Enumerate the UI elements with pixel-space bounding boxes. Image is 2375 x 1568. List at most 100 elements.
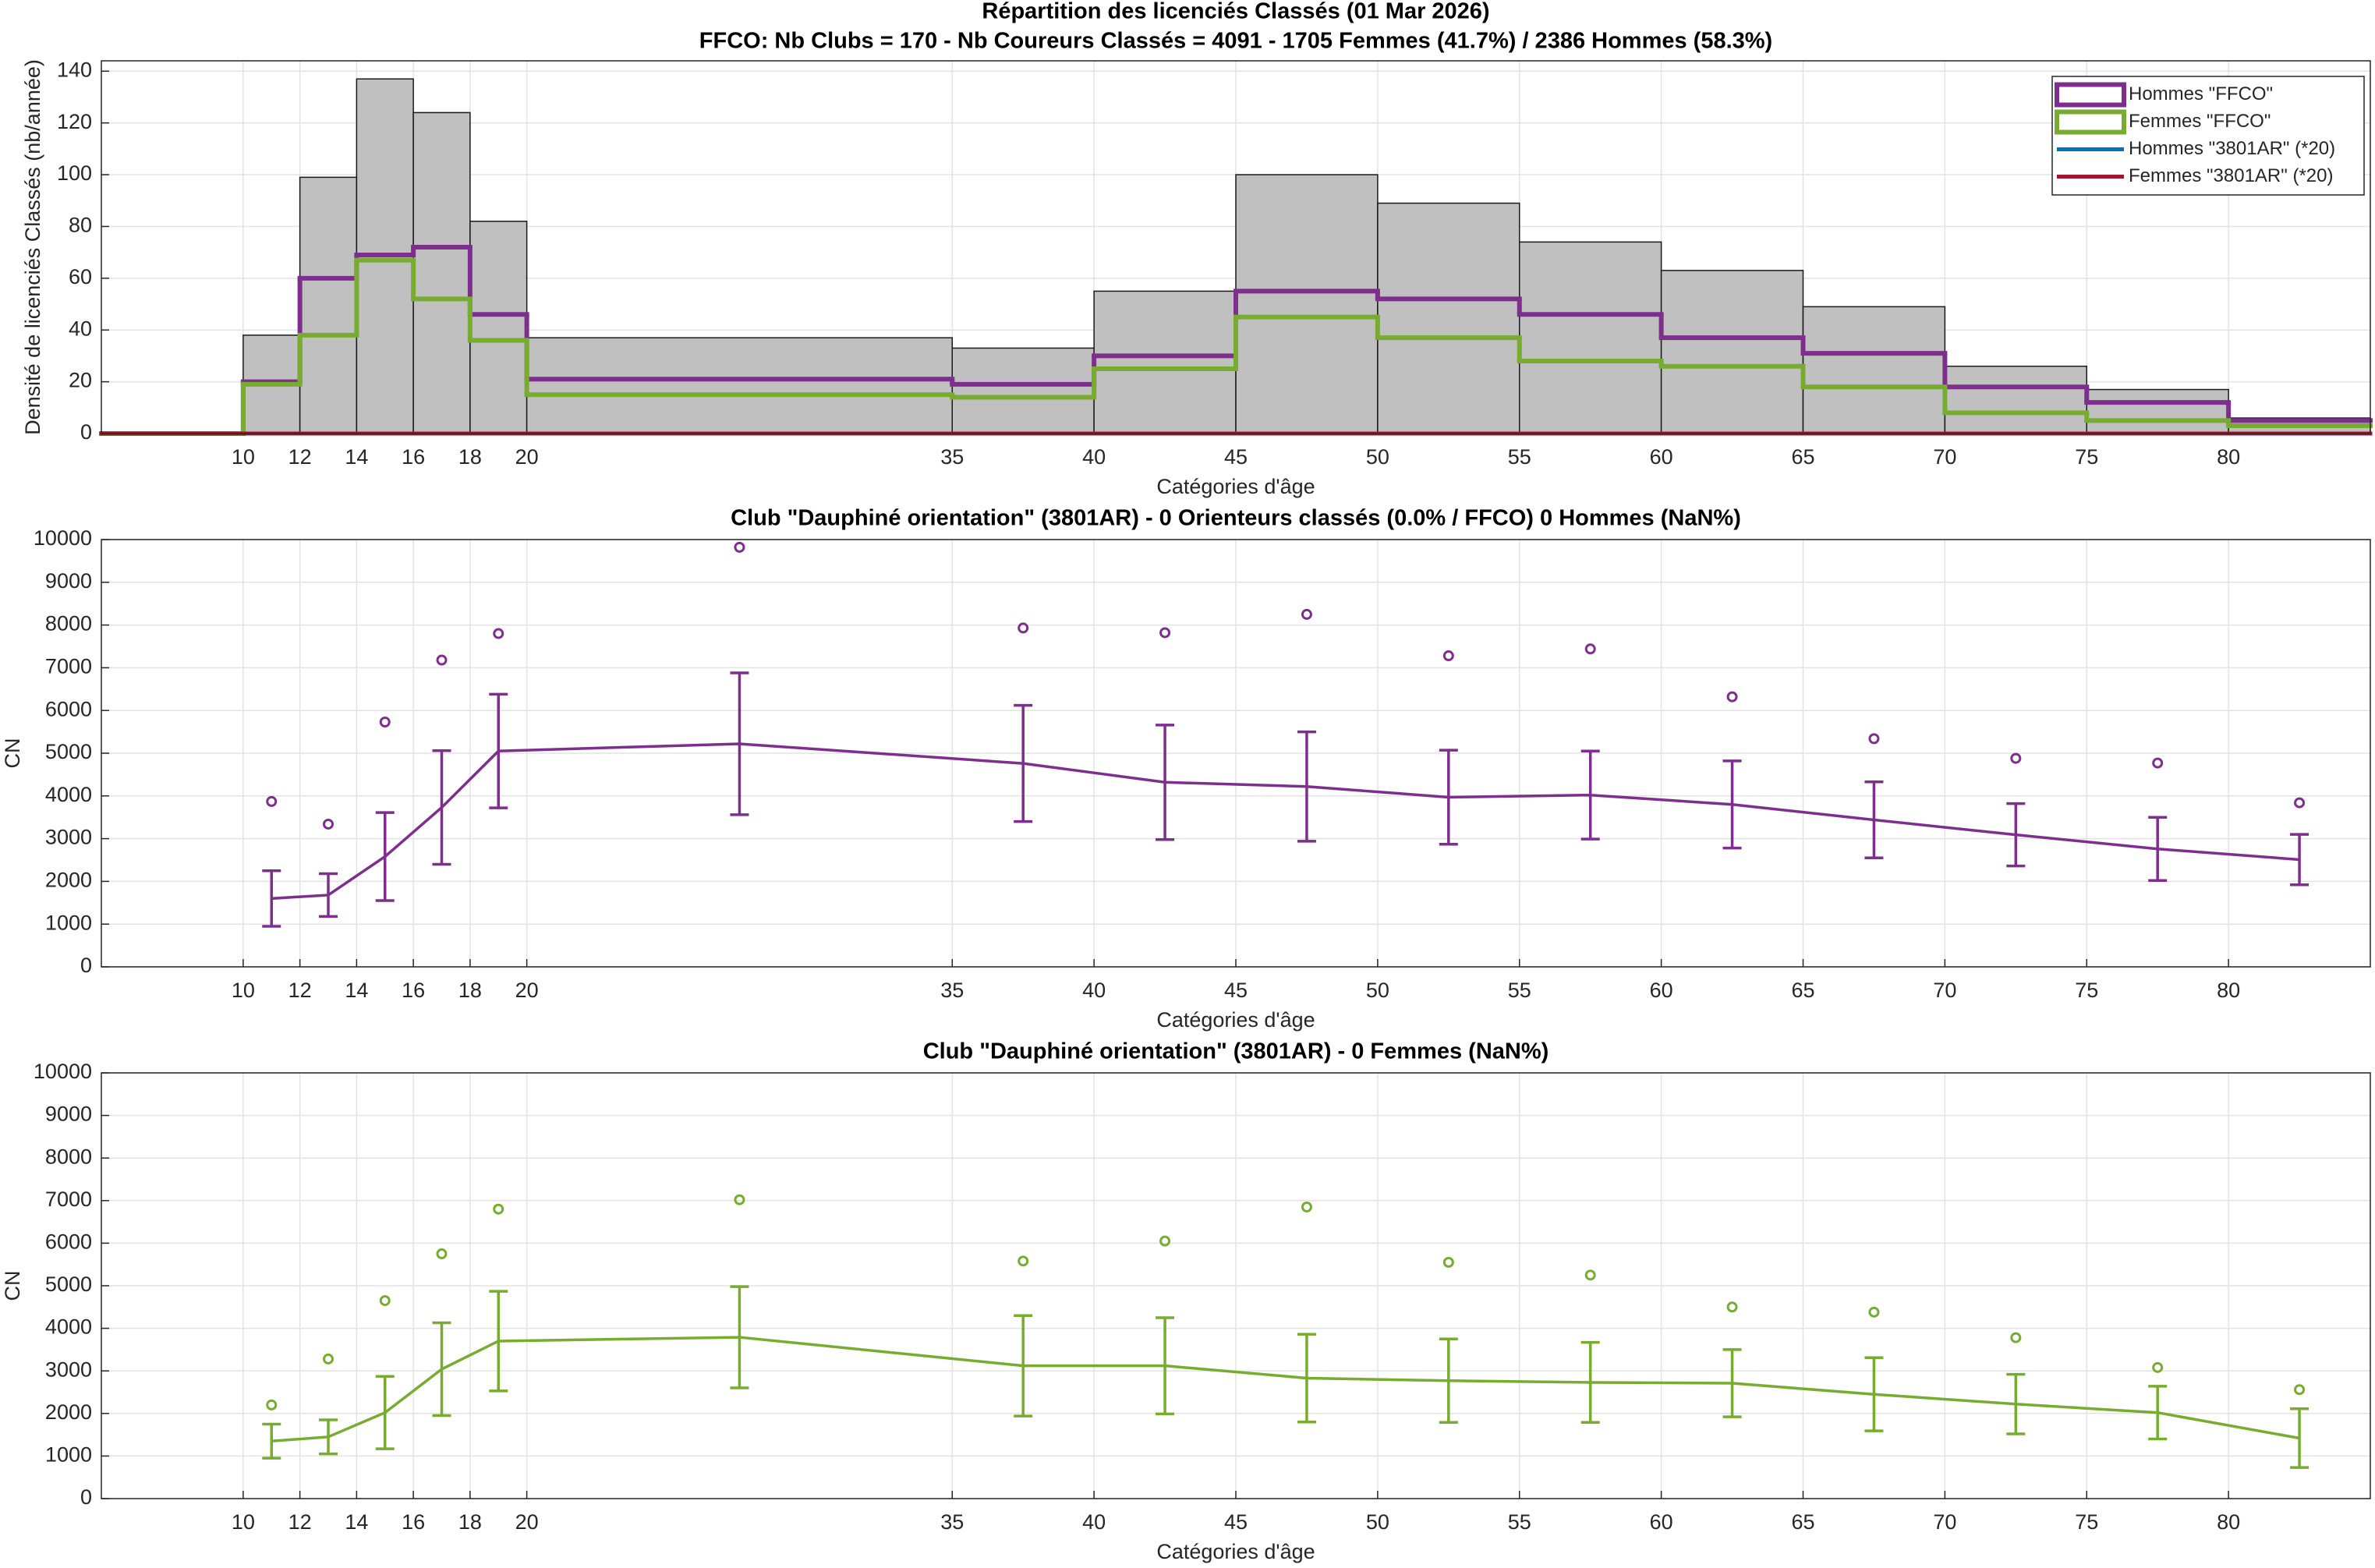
marker [1018, 622, 1029, 634]
x-tick-label: 12 [288, 445, 312, 469]
y-tick-label: 40 [69, 317, 92, 340]
x-tick-label: 70 [1933, 445, 1956, 469]
marker [379, 716, 391, 727]
axes-box [101, 1072, 2371, 1499]
y-tick-label: 0 [80, 420, 92, 444]
x-tick-label: 75 [2075, 445, 2098, 469]
histogram-bar [469, 221, 528, 434]
y-tick-label: 5000 [45, 740, 92, 763]
legend-swatch [2055, 82, 2126, 108]
x-axis-label: Catégories d'âge [1156, 1540, 1315, 1563]
y-tick-label: 3000 [45, 826, 92, 849]
y-tick-label: 60 [69, 265, 92, 288]
x-tick-label: 16 [402, 1510, 425, 1534]
error-bar [1156, 1316, 1175, 1416]
marker [1442, 650, 1454, 662]
error-bar [1864, 780, 1884, 860]
x-tick-label: 45 [1224, 445, 1248, 469]
data-line [271, 1336, 2300, 1443]
y-tick-label: 4000 [45, 783, 92, 806]
y-tick-label: 0 [80, 1485, 92, 1509]
marker [379, 1295, 391, 1307]
y-tick-label: 2000 [45, 1400, 92, 1424]
histogram-bar [1519, 241, 1662, 434]
error-bar [319, 872, 338, 919]
y-tick-label: 2000 [45, 869, 92, 892]
x-tick-label: 60 [1650, 445, 1673, 469]
legend-label: Femmes "3801AR" (*20) [2129, 165, 2333, 186]
x-tick-label: 50 [1366, 445, 1389, 469]
marker [493, 1203, 504, 1215]
y-tick-label: 1000 [45, 1443, 92, 1467]
x-tick-label: 55 [1508, 445, 1531, 469]
marker [2152, 1361, 2164, 1373]
histogram-bar [299, 176, 358, 434]
x-tick-label: 70 [1933, 1510, 1956, 1534]
marker [2294, 797, 2306, 809]
error-bar [262, 1422, 281, 1460]
y-tick-label: 6000 [45, 1230, 92, 1254]
x-tick-label: 70 [1933, 979, 1956, 1002]
error-bar [489, 692, 508, 809]
y-tick-label: 10000 [34, 526, 92, 550]
histogram-bar [2086, 388, 2229, 434]
error-bar [1580, 749, 1600, 841]
histogram-bar [1944, 365, 2087, 434]
x-tick-label: 12 [288, 979, 312, 1002]
histogram-bar [412, 111, 471, 434]
x-tick-label: 12 [288, 1510, 312, 1534]
error-bar [2290, 833, 2310, 887]
error-bar [2006, 802, 2026, 868]
x-tick-label: 45 [1224, 979, 1248, 1002]
chart-title: Club "Dauphiné orientation" (3801AR) - 0… [923, 1039, 1549, 1064]
x-tick-label: 16 [402, 445, 425, 469]
error-bar [1439, 749, 1458, 846]
error-bar [1014, 1314, 1033, 1418]
x-tick-label: 80 [2217, 979, 2240, 1002]
x-axis-label: Catégories d'âge [1156, 1008, 1315, 1032]
y-tick-label: 120 [57, 110, 92, 133]
error-bar [1297, 730, 1316, 843]
axes-box [101, 539, 2371, 968]
x-tick-label: 20 [515, 979, 539, 1002]
error-bar [1864, 1356, 1884, 1432]
error-bar [1297, 1333, 1316, 1424]
x-tick-label: 20 [515, 1510, 539, 1534]
marker [2152, 757, 2164, 769]
y-tick-label: 4000 [45, 1315, 92, 1339]
legend-label: Hommes "3801AR" (*20) [2129, 138, 2335, 159]
marker [734, 1194, 745, 1205]
marker [436, 654, 448, 666]
y-tick-label: 5000 [45, 1272, 92, 1296]
y-tick-label: 9000 [45, 569, 92, 593]
x-tick-label: 65 [1791, 1510, 1814, 1534]
y-axis-label: Densité de licenciés Classés (nb/année) [21, 59, 44, 435]
marker [2294, 1384, 2306, 1396]
y-tick-label: 9000 [45, 1103, 92, 1126]
marker [1301, 1201, 1312, 1212]
x-tick-label: 18 [458, 1510, 482, 1534]
error-bar [2148, 1385, 2168, 1441]
error-bar [1014, 703, 1033, 823]
histogram-bar [1235, 174, 1379, 434]
marker [1018, 1255, 1029, 1267]
marker [1868, 1306, 1880, 1318]
x-tick-label: 10 [232, 445, 255, 469]
error-bar [489, 1290, 508, 1393]
x-tick-label: 20 [515, 445, 539, 469]
error-bar [319, 1418, 338, 1456]
x-tick-label: 10 [232, 979, 255, 1002]
marker [1726, 1301, 1738, 1313]
error-bar [375, 1375, 395, 1450]
error-bar [1722, 759, 1742, 850]
x-tick-label: 40 [1082, 445, 1106, 469]
error-bar [1722, 1348, 1742, 1418]
error-bar [2148, 816, 2168, 883]
x-axis-label: Catégories d'âge [1156, 475, 1315, 498]
x-tick-label: 40 [1082, 979, 1106, 1002]
x-tick-label: 60 [1650, 1510, 1673, 1534]
y-tick-label: 10000 [34, 1060, 92, 1083]
y-tick-label: 140 [57, 58, 92, 81]
